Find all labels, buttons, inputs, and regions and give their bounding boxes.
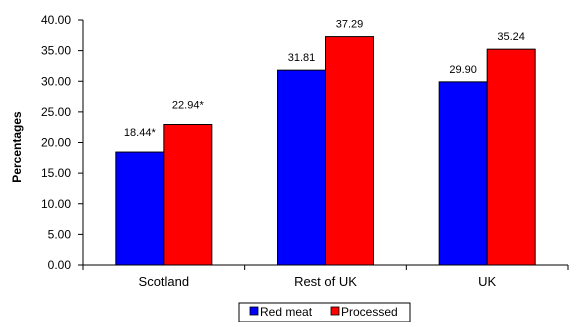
y-tick-label: 10.00 xyxy=(41,197,71,211)
legend-label: Red meat xyxy=(260,305,313,319)
y-tick-label: 35.00 xyxy=(41,44,71,58)
axes xyxy=(82,20,568,266)
y-tick-label: 30.00 xyxy=(41,74,71,88)
y-tick-label: 20.00 xyxy=(41,136,71,150)
bar-value-label: 29.90 xyxy=(449,64,477,76)
bar-value-label: 22.94* xyxy=(172,99,205,111)
bar-processed xyxy=(486,48,536,266)
legend-swatch xyxy=(330,306,340,316)
x-tick-label: Rest of UK xyxy=(294,274,357,289)
bar-value-labels: 18.44* 22.94* 31.81 37.29 29.90 35.24 xyxy=(124,19,525,139)
bar-red-meat xyxy=(277,69,326,266)
bar-value-label: 37.29 xyxy=(336,19,364,31)
bars xyxy=(115,36,536,266)
bar-processed xyxy=(325,36,374,266)
legend: Red meat Processed xyxy=(238,302,411,323)
x-tick-label: Scotland xyxy=(139,274,190,289)
y-tick-label: 0.00 xyxy=(48,258,72,272)
bar-processed xyxy=(163,123,213,266)
bar-value-label: 18.44* xyxy=(124,127,157,139)
bar-red-meat xyxy=(438,81,488,266)
bar-red-meat xyxy=(115,151,165,266)
x-axis-ticks: Scotland Rest of UK UK xyxy=(82,265,569,289)
y-tick-label: 25.00 xyxy=(41,105,71,119)
legend-label: Processed xyxy=(341,305,398,319)
bar-value-label: 31.81 xyxy=(288,52,316,64)
y-tick-label: 15.00 xyxy=(41,166,71,180)
bar-value-label: 35.24 xyxy=(497,31,525,43)
y-axis-label: Percentages xyxy=(10,111,24,183)
y-tick-label: 5.00 xyxy=(48,227,72,241)
y-axis-ticks: 0.00 5.00 10.00 15.00 20.00 25.00 30.00 35.00 40… xyxy=(41,13,83,272)
x-tick-label: UK xyxy=(478,274,496,289)
legend-swatch xyxy=(249,306,259,316)
y-tick-label: 40.00 xyxy=(41,13,71,27)
